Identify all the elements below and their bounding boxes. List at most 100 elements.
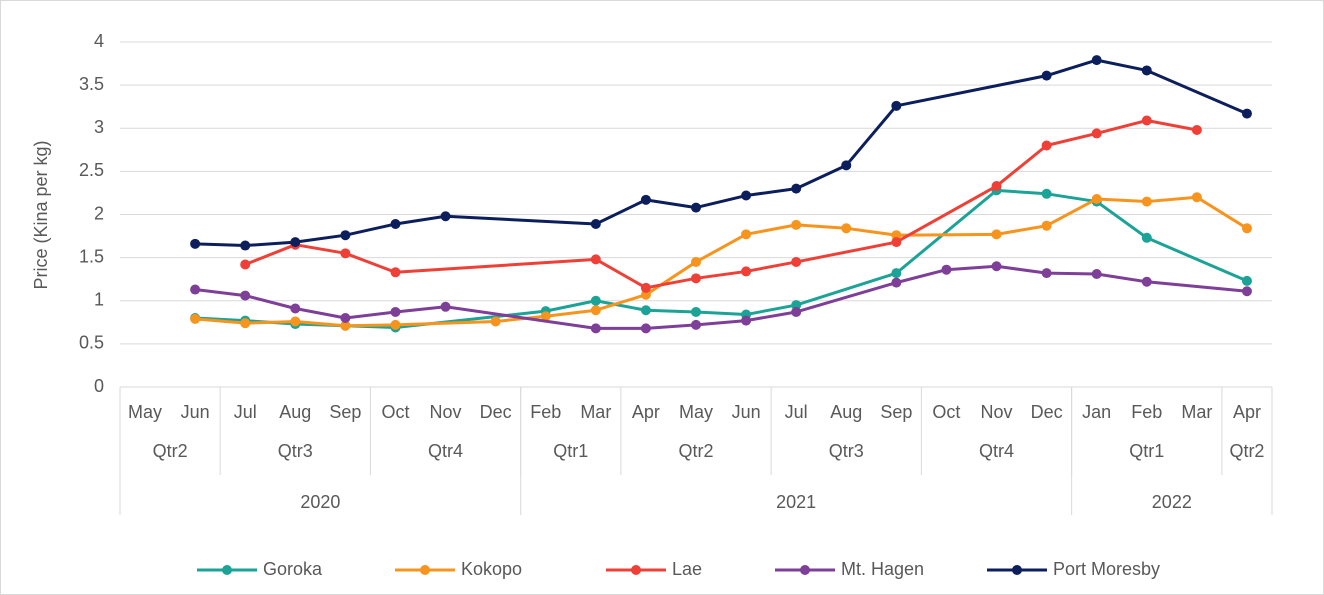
legend-label: Lae <box>672 559 702 579</box>
gap-connector <box>395 257 596 274</box>
data-point <box>640 305 651 316</box>
legend-label: Mt. Hagen <box>841 559 924 579</box>
x-tick-label: Feb <box>530 402 561 422</box>
y-axis-title: Price (Kina per kg) <box>31 140 51 289</box>
data-point <box>340 313 351 323</box>
gap-connector <box>795 281 897 314</box>
legend-marker <box>800 565 810 575</box>
y-tick-label: 2 <box>94 203 104 223</box>
data-point <box>791 300 802 311</box>
data-point <box>1141 65 1152 76</box>
data-point <box>891 230 902 241</box>
data-point <box>791 183 802 194</box>
x-tick-label: Sep <box>880 402 912 422</box>
legend-label: Port Moresby <box>1053 559 1160 579</box>
data-point <box>1091 193 1102 204</box>
data-point <box>640 289 651 300</box>
data-point <box>490 316 501 327</box>
data-point <box>691 256 701 267</box>
data-point <box>240 318 251 329</box>
data-point <box>190 313 201 324</box>
series-line <box>545 299 797 317</box>
x-tick-label: Oct <box>381 402 409 422</box>
data-point <box>440 301 451 312</box>
years-label: 2022 <box>1152 492 1192 512</box>
data-point <box>190 284 201 295</box>
gap-connector <box>896 232 997 237</box>
gap-connector <box>1146 69 1248 115</box>
y-tick-label: 0.5 <box>79 333 104 353</box>
quarters-label: Qtr2 <box>1229 441 1264 461</box>
data-point <box>390 306 401 317</box>
gap-connector <box>445 214 596 226</box>
data-point <box>640 282 651 293</box>
quarters-label: Qtr4 <box>428 441 463 461</box>
data-point <box>590 218 601 229</box>
x-tick-label: Apr <box>632 402 660 422</box>
y-tick-label: 4 <box>94 31 104 51</box>
quarters-label: Qtr2 <box>153 441 188 461</box>
data-point <box>691 319 701 330</box>
x-tick-label: Apr <box>1233 402 1261 422</box>
data-point <box>741 315 752 326</box>
data-point <box>290 237 301 248</box>
x-tick-label: Dec <box>1031 402 1063 422</box>
y-tick-label: 1.5 <box>79 246 104 266</box>
legend-marker <box>420 565 430 575</box>
data-point <box>290 316 301 327</box>
data-point <box>340 248 351 259</box>
x-tick-label: Nov <box>981 402 1013 422</box>
data-point <box>1141 232 1152 243</box>
data-point <box>590 323 601 334</box>
x-tick-label: Oct <box>932 402 960 422</box>
data-point <box>691 306 701 317</box>
data-point <box>691 273 701 284</box>
data-point <box>1191 124 1202 135</box>
data-point <box>891 237 902 248</box>
data-point <box>640 323 651 334</box>
y-tick-label: 3 <box>94 117 104 137</box>
data-point <box>390 218 401 229</box>
data-point <box>590 305 601 316</box>
legend-marker <box>222 565 232 575</box>
series-line <box>195 214 446 248</box>
x-tick-label: May <box>128 402 162 422</box>
x-tick-label: Jul <box>234 402 257 422</box>
data-point <box>841 223 852 234</box>
data-point <box>1041 268 1052 279</box>
data-point <box>240 259 251 270</box>
data-point <box>1241 286 1252 297</box>
series-line <box>996 188 1148 240</box>
series-line <box>244 243 397 274</box>
x-tick-label: Jun <box>181 402 210 422</box>
x-tick-label: Jul <box>785 402 808 422</box>
data-point <box>540 311 551 322</box>
data-point <box>891 277 902 288</box>
data-point <box>841 160 852 171</box>
series-line <box>194 288 446 320</box>
quarters-label: Qtr1 <box>553 441 588 461</box>
legend-marker <box>631 565 641 575</box>
data-point <box>891 268 902 279</box>
legend-label: Goroka <box>263 559 323 579</box>
x-tick-label: Mar <box>1181 402 1212 422</box>
data-point <box>1041 188 1052 199</box>
data-point <box>741 190 752 201</box>
data-point <box>991 181 1002 192</box>
quarters-label: Qtr3 <box>829 441 864 461</box>
years-label: 2020 <box>300 492 340 512</box>
data-point <box>390 267 401 278</box>
data-point <box>791 306 802 317</box>
data-point <box>340 320 351 331</box>
quarters-label: Qtr3 <box>278 441 313 461</box>
x-tick-label: Aug <box>830 402 862 422</box>
x-tick-label: Mar <box>580 402 611 422</box>
gap-connector <box>1146 280 1248 293</box>
data-point <box>1141 276 1152 287</box>
legend-label: Kokopo <box>461 559 522 579</box>
x-tick-label: Jan <box>1082 402 1111 422</box>
gap-connector <box>895 189 998 275</box>
data-point <box>390 319 401 330</box>
x-tick-label: Dec <box>480 402 512 422</box>
